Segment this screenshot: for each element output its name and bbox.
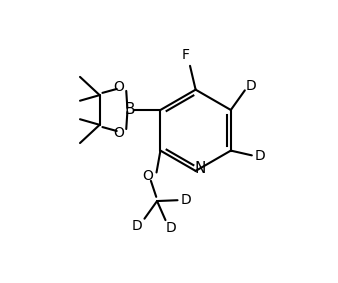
Text: O: O: [113, 80, 124, 94]
Text: D: D: [254, 149, 265, 163]
Text: F: F: [182, 48, 190, 62]
Text: D: D: [246, 79, 257, 93]
Text: N: N: [194, 162, 206, 177]
Text: D: D: [180, 193, 191, 207]
Text: O: O: [113, 126, 124, 140]
Text: D: D: [166, 221, 176, 235]
Text: D: D: [132, 219, 143, 233]
Text: B: B: [124, 102, 135, 117]
Text: O: O: [143, 170, 153, 183]
